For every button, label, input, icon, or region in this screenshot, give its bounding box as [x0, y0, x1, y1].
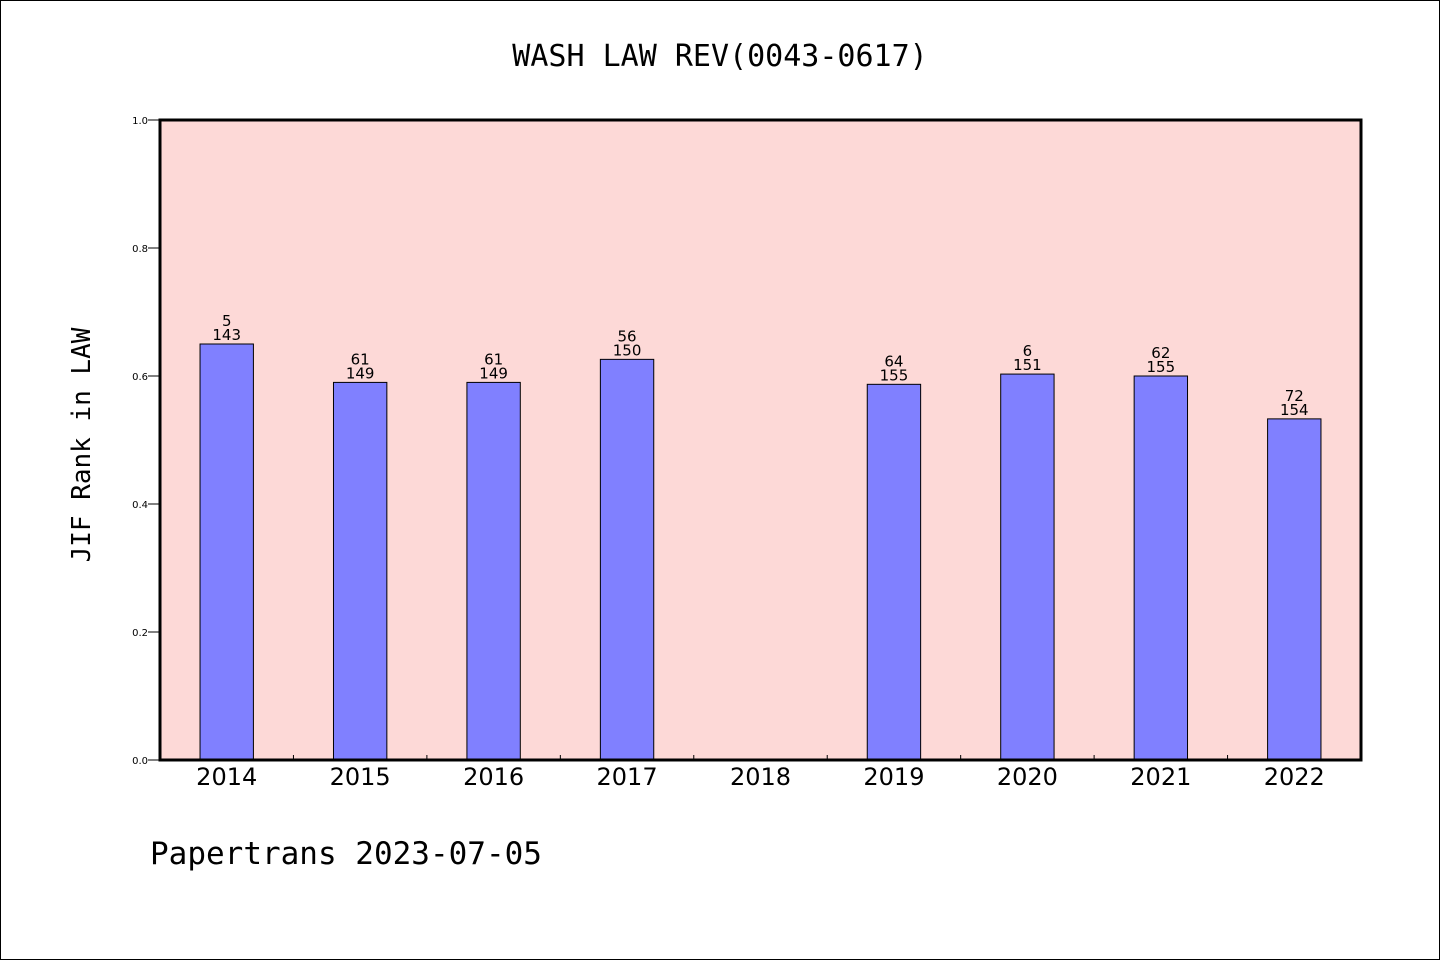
footer-text: Papertrans 2023-07-05: [150, 836, 542, 872]
bar-total-label-2015: 149: [346, 364, 375, 382]
plot-border: [158, 118, 1363, 762]
y-tick-label: 1.0: [132, 116, 148, 127]
x-tick-label-2019: 2019: [863, 763, 924, 791]
x-tick-label-2016: 2016: [463, 763, 524, 791]
bar-2014: [199, 343, 254, 761]
bar-rank-label-2019: 64: [884, 352, 903, 370]
y-tick-label: 0.2: [132, 628, 148, 639]
y-axis-ticks: 0.0 0.2 0.4 0.6 0.8 1.0: [132, 116, 160, 767]
x-axis-ticks: 2014 2015 2016 2017 2018 2019 2020 2021 2022: [196, 755, 1325, 791]
bar-rank-label-2017: 56: [618, 327, 637, 345]
bar-total-label-2016: 149: [479, 364, 508, 382]
x-tick-label-2015: 2015: [330, 763, 391, 791]
bar-2017: [599, 358, 655, 761]
bar-total-label-2021: 155: [1147, 358, 1176, 376]
y-tick-label: 0.4: [132, 500, 148, 511]
bar-2016: [466, 381, 521, 761]
bar-rank-label-2020: 6: [1023, 342, 1033, 360]
y-tick-label: 0.6: [132, 372, 148, 383]
bar-total-label-2019: 155: [880, 366, 909, 384]
bar-rank-label-2021: 62: [1151, 344, 1170, 362]
x-tick-label-2021: 2021: [1130, 763, 1191, 791]
x-tick-label-2018: 2018: [730, 763, 791, 791]
y-tick-label: 0.0: [132, 756, 148, 767]
bar-total-label-2014: 143: [212, 326, 241, 344]
x-tick-label-2022: 2022: [1264, 763, 1325, 791]
bar-2022: [1267, 418, 1322, 761]
y-tick-label: 0.8: [132, 244, 148, 255]
x-tick-label-2020: 2020: [997, 763, 1058, 791]
chart-title: WASH LAW REV(0043-0617): [512, 39, 927, 74]
bar-rank-label-2015: 61: [351, 350, 370, 368]
bar-2021: [1133, 375, 1189, 761]
bar-rank-label-2014: 5: [222, 312, 232, 330]
bar-2020: [1000, 373, 1055, 761]
bar-total-label-2017: 150: [613, 341, 642, 359]
bar-rank-label-2022: 72: [1285, 387, 1304, 405]
x-tick-label-2017: 2017: [597, 763, 658, 791]
bar-2019: [866, 383, 922, 761]
bar-2015: [332, 381, 388, 761]
bars-group: [199, 343, 1322, 761]
bar-rank-label-2016: 61: [484, 350, 503, 368]
bar-total-label-2020: 151: [1013, 356, 1042, 374]
bar-total-label-2022: 154: [1280, 401, 1309, 419]
y-axis-label: JIF Rank in LAW: [67, 327, 97, 562]
x-tick-label-2014: 2014: [196, 763, 257, 791]
